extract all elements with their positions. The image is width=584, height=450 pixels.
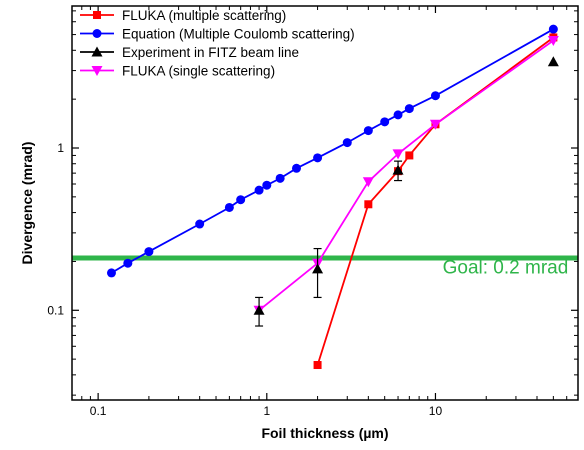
series-4-point [362,177,374,188]
series-2-point [106,268,116,278]
legend: FLUKA (multiple scattering) Equation (Mul… [80,8,355,79]
x-axis-label: Foil thickness (µm) [261,425,388,441]
legend-marker [93,11,101,19]
series-2-point [275,173,285,183]
x-tick-label: 0.1 [90,404,107,418]
series-2-point [313,153,323,163]
series-2-point [236,195,246,205]
legend-label: FLUKA (single scattering) [122,64,275,79]
series-2-point [430,91,440,101]
series-layer [106,24,559,370]
series-2-point [393,110,403,120]
x-tick-label: 10 [429,404,443,418]
series-2-point [254,185,264,195]
series-1-line [316,36,554,366]
series-4-line [258,39,554,312]
series-3-point [253,304,265,315]
legend-label: Experiment in FITZ beam line [122,45,299,60]
series-3-point [547,56,559,67]
plot-frame [71,5,579,401]
x-tick-label: 1 [263,404,270,418]
legend-label: FLUKA (multiple scattering) [122,8,286,23]
legend-label: Equation (Multiple Coulomb scattering) [122,27,355,42]
y-axis-label: Divergence (mrad) [19,142,35,265]
series-4-point [392,149,404,160]
series-2-point [404,104,414,114]
series-1-point [364,200,373,209]
series-1-point [405,151,414,160]
legend-item-3: Experiment in FITZ beam line [80,45,299,60]
series-4-point [547,35,559,46]
series-2-point [291,163,301,173]
series-1-point [313,361,322,370]
y-tick-label: 1 [57,141,64,155]
series-4 [253,35,559,316]
goal-annotation: Goal: 0.2 mrad [443,258,569,279]
legend-item-4: FLUKA (single scattering) [80,64,275,79]
y-tick-label: 0.1 [47,303,64,317]
series-2-point [548,24,558,34]
series-1 [313,33,558,370]
series-2-point [144,247,154,257]
series-2-point [342,138,352,148]
legend-marker [91,66,103,76]
series-2-point [195,219,205,229]
legend-item-2: Equation (Multiple Coulomb scattering) [80,27,355,42]
series-3-point [392,164,404,175]
legend-marker [91,46,103,57]
axes-layer: 0.1 1 10 0.1 1 [47,5,579,418]
series-2-point [262,180,272,190]
series-2-point [224,202,234,212]
legend-item-1: FLUKA (multiple scattering) [80,8,286,23]
series-3 [253,56,559,327]
series-3-point [312,263,324,274]
series-2-point [123,258,133,268]
series-2-point [363,126,373,136]
series-2-point [380,117,390,127]
series-4-point [429,119,441,130]
legend-marker [92,29,102,38]
series-2 [106,24,558,278]
